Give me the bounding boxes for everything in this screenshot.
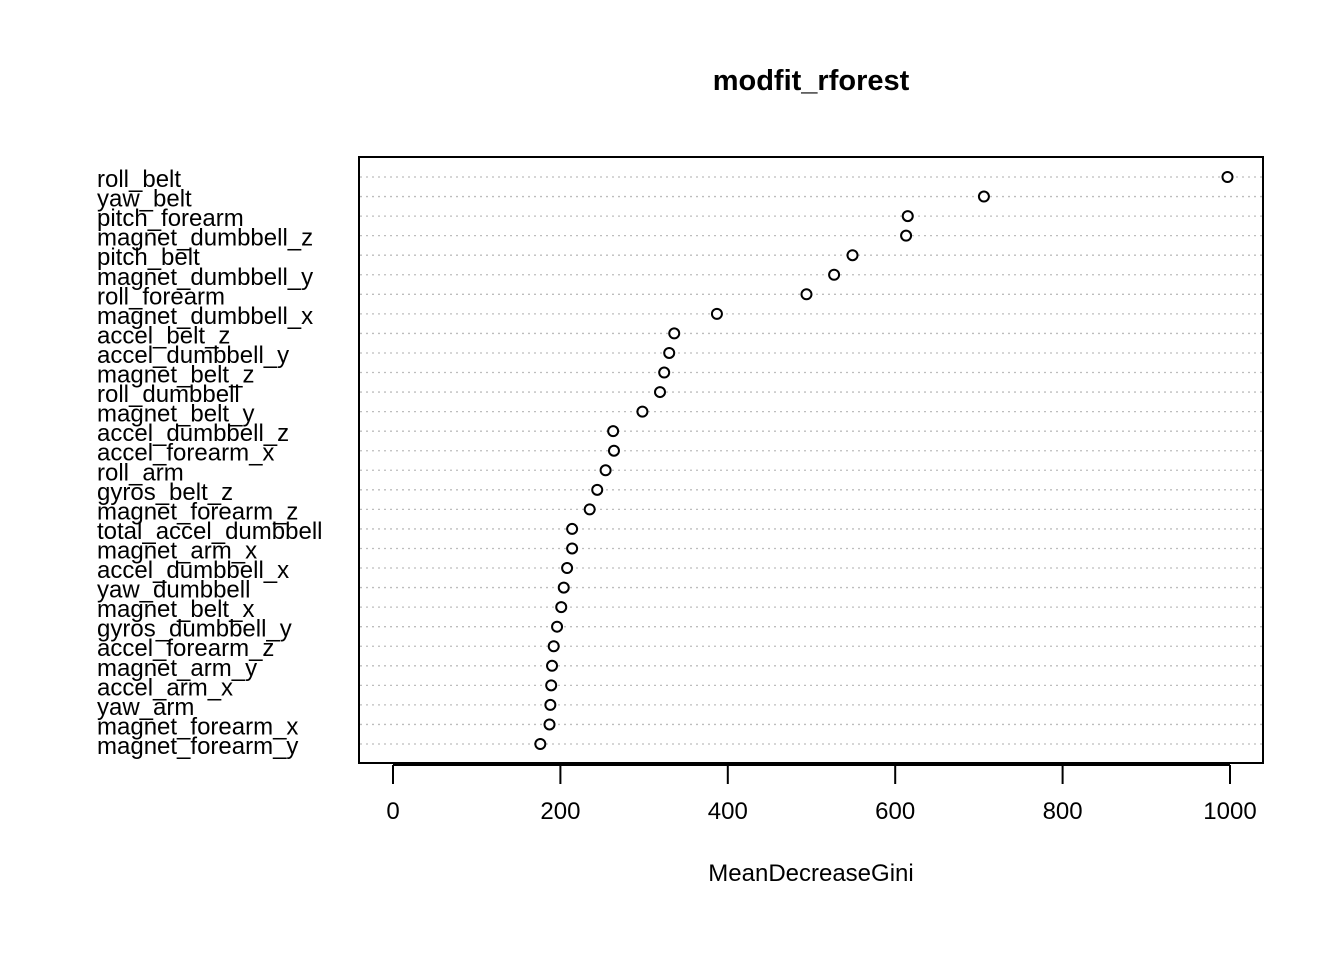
chart-title: modfit_rforest: [713, 65, 910, 97]
variable-label: magnet_dumbbell_x: [97, 303, 313, 330]
data-point: [546, 659, 559, 672]
x-tick-label: 400: [708, 798, 748, 825]
data-point: [607, 444, 620, 457]
data-point: [543, 718, 556, 731]
data-point: [1221, 171, 1234, 183]
data-point: [658, 366, 671, 379]
data-point: [566, 542, 579, 555]
variable-label: roll_arm: [97, 459, 184, 486]
variable-label: total_accel_dumbbell: [97, 518, 322, 545]
data-point: [663, 346, 676, 359]
data-point: [710, 307, 723, 320]
data-point: [977, 190, 990, 203]
plot-frame: [358, 156, 1264, 764]
variable-label: magnet_forearm_y: [97, 733, 298, 760]
data-point: [900, 229, 913, 242]
variable-label: magnet_arm_y: [97, 655, 257, 682]
data-point: [544, 698, 557, 711]
data-point: [607, 425, 620, 438]
variable-label: roll_dumbbell: [97, 381, 240, 408]
data-point: [668, 327, 681, 340]
variable-label: accel_forearm_x: [97, 440, 274, 467]
guide-lines: [360, 176, 1262, 745]
data-point: [566, 522, 579, 535]
variable-label: accel_forearm_z: [97, 635, 274, 662]
data-point: [583, 503, 596, 516]
variable-label: accel_dumbbell_x: [97, 557, 289, 584]
data-point: [547, 640, 560, 653]
variable-label: pitch_forearm: [97, 205, 244, 232]
variable-label: magnet_arm_x: [97, 537, 257, 564]
variable-label: magnet_dumbbell_z: [97, 225, 313, 252]
variable-label: pitch_belt: [97, 244, 200, 271]
data-point: [599, 464, 612, 477]
data-point: [561, 562, 574, 575]
data-point: [636, 405, 649, 418]
variable-label: accel_belt_z: [97, 322, 230, 349]
variable-label: magnet_belt_x: [97, 596, 254, 623]
variable-label: accel_dumbbell_z: [97, 420, 289, 447]
variable-label: accel_dumbbell_y: [97, 342, 289, 369]
data-point: [534, 738, 547, 750]
x-tick-label: 600: [875, 798, 915, 825]
data-point: [555, 601, 568, 614]
data-point: [901, 210, 914, 223]
data-points: [534, 171, 1234, 750]
data-point: [800, 288, 813, 301]
variable-label: roll_belt: [97, 166, 181, 193]
variable-label: magnet_forearm_z: [97, 498, 298, 525]
variable-label: yaw_belt: [97, 186, 192, 213]
data-point: [591, 483, 604, 496]
x-axis-label: MeanDecreaseGini: [708, 860, 913, 887]
variable-label: magnet_dumbbell_y: [97, 264, 313, 291]
variable-label: accel_arm_x: [97, 674, 233, 701]
variable-label: gyros_belt_z: [97, 479, 233, 506]
data-point: [828, 268, 841, 281]
x-tick-label: 1000: [1203, 798, 1256, 825]
data-point: [551, 620, 564, 633]
x-tick-label: 800: [1043, 798, 1083, 825]
data-point: [545, 679, 558, 692]
variable-label: magnet_forearm_x: [97, 713, 298, 740]
x-axis: 0 200 400 600 800 1000: [386, 764, 1257, 825]
variable-label: yaw_arm: [97, 694, 194, 721]
x-tick-label: 200: [540, 798, 580, 825]
data-point: [846, 249, 859, 262]
x-tick-label: 0: [386, 798, 399, 825]
data-point: [557, 581, 570, 594]
variable-label: magnet_belt_z: [97, 362, 254, 389]
variable-label: roll_forearm: [97, 283, 225, 310]
variable-labels: roll_beltyaw_beltpitch_forearmmagnet_dum…: [97, 166, 322, 760]
data-point: [654, 386, 667, 399]
variable-label: yaw_dumbbell: [97, 577, 250, 604]
variable-label: gyros_dumbbell_y: [97, 616, 292, 643]
variable-label: magnet_belt_y: [97, 401, 254, 428]
